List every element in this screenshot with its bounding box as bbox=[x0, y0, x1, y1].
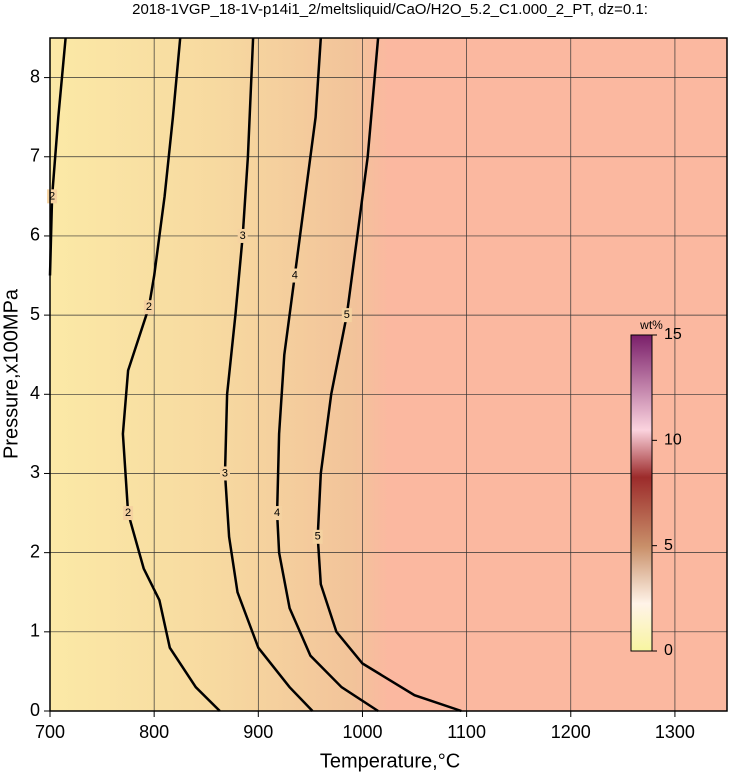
contour-label: 5 bbox=[315, 531, 321, 543]
y-tick-label: 3 bbox=[30, 462, 40, 482]
y-tick-label: 8 bbox=[30, 66, 40, 86]
colorbar-tick-label: 5 bbox=[664, 537, 673, 554]
y-axis-label: Pressure,x100MPa bbox=[0, 288, 22, 459]
y-tick-label: 4 bbox=[30, 383, 40, 403]
contour-label: 2 bbox=[146, 301, 152, 313]
plot-background bbox=[50, 38, 727, 711]
x-tick-label: 1100 bbox=[447, 722, 486, 742]
chart-title: 2018-1VGP_18-1V-p14i1_2/meltsliquid/CaO/… bbox=[132, 1, 648, 18]
contour-line bbox=[48, 37, 67, 276]
x-tick-label: 800 bbox=[139, 722, 169, 742]
colorbar-tick-label: 10 bbox=[664, 432, 682, 449]
contour-label-bg bbox=[289, 268, 300, 283]
contour-label: 4 bbox=[292, 269, 298, 281]
colorbar-tick-label: 0 bbox=[664, 642, 673, 659]
contour-label-bg bbox=[237, 228, 248, 243]
contour-line bbox=[316, 37, 462, 713]
contour-label-bg bbox=[272, 506, 283, 521]
contour-label: 4 bbox=[274, 507, 280, 519]
contour-line bbox=[121, 37, 221, 712]
contour-label: 2 bbox=[49, 190, 55, 202]
x-tick-label: 1200 bbox=[551, 722, 591, 742]
contour-label-bg bbox=[47, 189, 58, 204]
y-tick-label: 5 bbox=[30, 304, 40, 324]
y-tick-label: 7 bbox=[30, 146, 40, 166]
y-tick-label: 6 bbox=[30, 225, 40, 245]
contour-line bbox=[275, 37, 379, 713]
contour-label-bg bbox=[341, 308, 352, 323]
colorbar-tick-label: 15 bbox=[664, 326, 682, 343]
y-tick-label: 1 bbox=[30, 621, 40, 641]
colorbar-label: wt% bbox=[639, 318, 663, 332]
x-tick-label: 900 bbox=[243, 722, 273, 742]
x-axis-label: Temperature,°C bbox=[320, 750, 460, 772]
contour-label: 2 bbox=[125, 507, 131, 519]
contour-label-bg bbox=[143, 300, 154, 315]
colorbar bbox=[630, 334, 653, 652]
plot-frame bbox=[49, 37, 728, 712]
contour-label-bg bbox=[312, 529, 323, 544]
x-tick-label: 700 bbox=[35, 722, 65, 742]
x-tick-label: 1000 bbox=[342, 722, 382, 742]
contour-label: 3 bbox=[222, 467, 228, 479]
contour-label-bg bbox=[219, 466, 230, 481]
contour-label: 3 bbox=[240, 230, 246, 242]
contour-label-bg bbox=[123, 506, 134, 521]
y-tick-label: 0 bbox=[30, 700, 40, 720]
x-tick-label: 1300 bbox=[655, 722, 695, 742]
contour-label: 5 bbox=[344, 309, 350, 321]
y-tick-label: 2 bbox=[30, 541, 40, 561]
